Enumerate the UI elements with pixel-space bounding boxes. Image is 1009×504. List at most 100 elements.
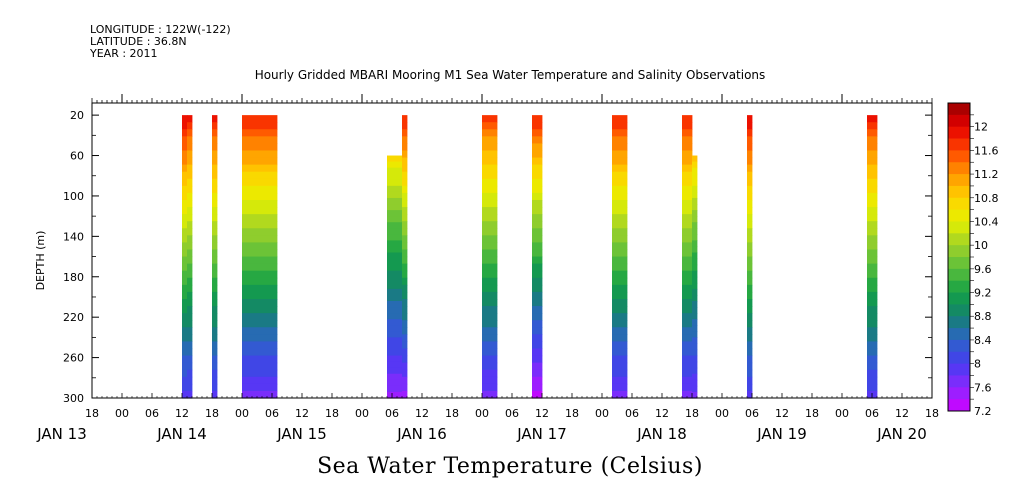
data-segment-9 (682, 249, 692, 257)
data-segment-10 (692, 174, 697, 181)
data-segment-0 (182, 271, 187, 279)
data-segment-6 (482, 242, 497, 250)
data-segment-10 (692, 307, 697, 314)
data-segment-0 (182, 341, 187, 349)
data-segment-11 (747, 235, 752, 243)
x-date-label: JAN 14 (156, 425, 207, 443)
data-segment-8 (612, 320, 627, 328)
data-segment-0 (182, 327, 187, 335)
data-segment-8 (612, 186, 627, 194)
data-segment-10 (692, 374, 697, 381)
x-tick-label: 06 (745, 407, 759, 420)
colorbar-swatch (948, 150, 970, 162)
x-tick-label: 12 (895, 407, 909, 420)
x-tick-label: 18 (85, 407, 99, 420)
data-segment-12 (867, 158, 877, 166)
data-segment-10 (692, 271, 697, 278)
x-tick-label: 00 (355, 407, 369, 420)
data-segment-8 (612, 370, 627, 378)
data-segment-4 (387, 307, 402, 314)
data-segment-9 (682, 285, 692, 293)
data-segment-8 (612, 384, 627, 392)
data-segment-10 (692, 246, 697, 253)
data-segment-1 (187, 391, 192, 399)
data-segment-9 (682, 370, 692, 378)
data-segment-6 (482, 158, 497, 166)
data-segment-0 (182, 370, 187, 378)
x-date-label: JAN 17 (516, 425, 567, 443)
data-segment-12 (867, 186, 877, 194)
data-segment-0 (182, 158, 187, 166)
data-segment-5 (402, 214, 407, 222)
y-tick-label: 20 (70, 109, 84, 122)
data-segment-1 (187, 313, 192, 321)
data-segment-8 (612, 242, 627, 250)
data-segment-7 (532, 341, 542, 349)
data-segment-11 (747, 143, 752, 151)
data-segment-12 (867, 249, 877, 257)
data-segment-2 (212, 228, 217, 236)
data-segment-3 (242, 214, 277, 222)
data-segment-12 (867, 334, 877, 342)
data-segment-3 (242, 235, 277, 243)
data-segment-9 (682, 341, 692, 349)
data-segment-12 (867, 313, 877, 321)
data-segment-8 (612, 115, 627, 123)
data-segment-9 (682, 334, 692, 342)
data-segment-10 (692, 301, 697, 308)
data-segment-9 (682, 242, 692, 250)
data-segment-4 (387, 192, 402, 199)
data-segment-9 (682, 172, 692, 180)
data-segment-2 (212, 327, 217, 335)
data-segment-5 (402, 271, 407, 279)
data-segment-2 (212, 143, 217, 151)
data-segment-3 (242, 299, 277, 307)
data-segment-12 (867, 221, 877, 229)
data-segment-5 (402, 285, 407, 293)
data-segment-11 (747, 320, 752, 328)
data-segment-9 (682, 327, 692, 335)
data-segment-9 (682, 299, 692, 307)
data-segment-6 (482, 150, 497, 158)
data-segment-2 (212, 221, 217, 229)
colorbar-swatch (948, 139, 970, 151)
data-segment-0 (182, 122, 187, 130)
data-segment-6 (482, 278, 497, 286)
data-segment-0 (182, 264, 187, 272)
data-segment-4 (387, 156, 402, 163)
colorbar-label: 8.8 (974, 310, 992, 323)
data-segment-8 (612, 249, 627, 257)
data-segment-11 (747, 165, 752, 173)
data-segment-11 (747, 370, 752, 378)
data-segment-12 (867, 122, 877, 130)
data-segment-12 (867, 235, 877, 243)
data-segment-3 (242, 122, 277, 130)
data-segment-4 (387, 210, 402, 217)
data-segment-3 (242, 136, 277, 144)
data-segment-2 (212, 249, 217, 257)
data-segment-4 (387, 234, 402, 241)
data-segment-3 (242, 306, 277, 314)
data-segment-1 (187, 221, 192, 229)
data-segment-12 (867, 150, 877, 158)
data-segment-5 (402, 129, 407, 137)
data-segment-7 (532, 235, 542, 243)
data-segment-12 (867, 306, 877, 314)
data-segment-0 (182, 285, 187, 293)
data-segment-4 (387, 325, 402, 332)
data-segment-9 (682, 129, 692, 137)
data-segment-0 (182, 129, 187, 137)
x-tick-label: 18 (445, 407, 459, 420)
data-segment-11 (747, 363, 752, 371)
data-segment-4 (387, 240, 402, 247)
y-tick-label: 140 (63, 230, 84, 243)
x-tick-label: 18 (565, 407, 579, 420)
data-segment-5 (402, 228, 407, 236)
data-segment-5 (402, 334, 407, 342)
data-segment-2 (212, 207, 217, 215)
data-segment-10 (692, 337, 697, 344)
data-segment-4 (387, 283, 402, 290)
data-segment-12 (867, 349, 877, 357)
data-segment-1 (187, 242, 192, 250)
data-segment-4 (387, 180, 402, 187)
